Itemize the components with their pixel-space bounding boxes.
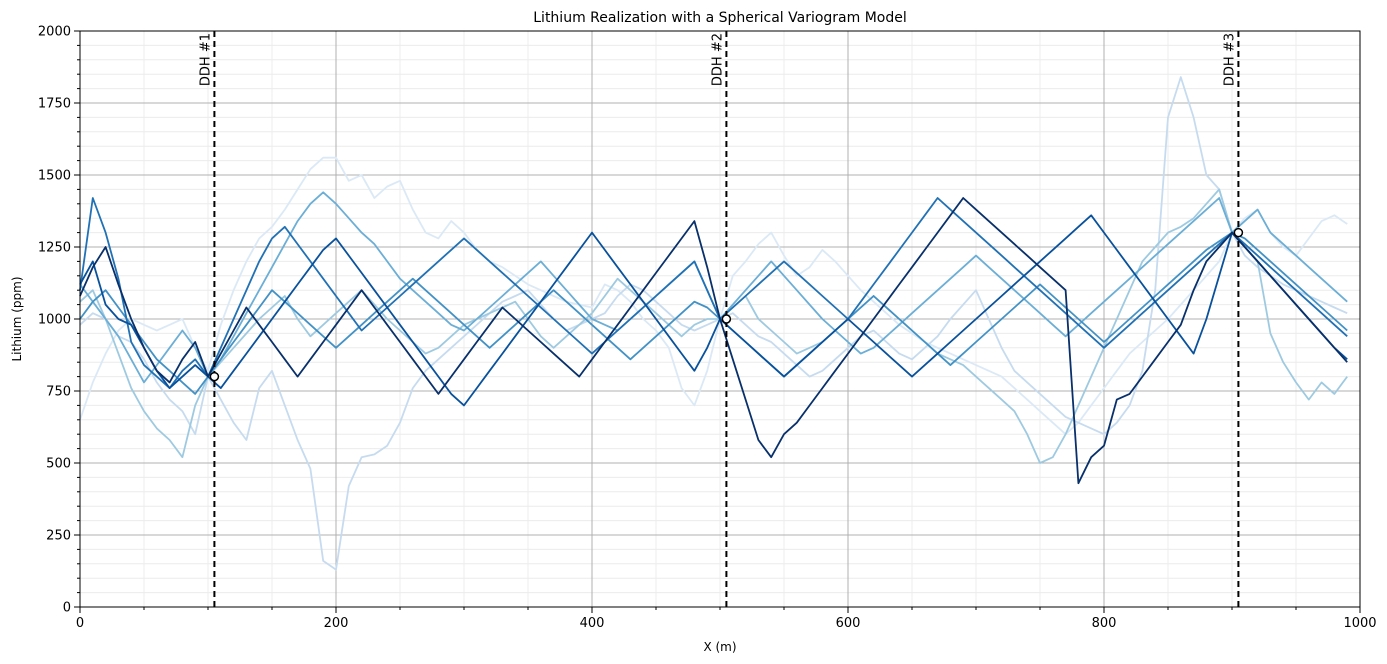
drillhole-marker [1233,227,1244,238]
series-line-8 [79,197,1348,485]
drillhole-layer: DDH #1 DDH #2 DDH #3 [198,31,1244,607]
y-tick-label: 1000 [38,313,71,328]
series-line-1 [79,156,1348,436]
series-line-5 [79,231,1348,395]
y-tick-label: 0 [63,601,71,616]
y-tick-label: 500 [46,457,71,472]
y-tick-label: 1750 [38,97,71,112]
series-line-6 [79,197,1348,390]
chart-title: Lithium Realization with a Spherical Var… [533,10,907,26]
x-tick-label: 800 [1092,616,1117,631]
drillhole-marker [721,314,732,324]
drillhole-marker [209,371,220,382]
series-layer [79,76,1348,571]
y-tick-label: 1500 [38,169,71,184]
y-tick-label: 1250 [38,241,71,256]
y-tick-label: 250 [46,529,71,544]
x-tick-label: 0 [76,616,84,631]
series-line-7 [79,214,1348,407]
drillhole-label: DDH #2 [710,33,725,86]
x-tick-label: 600 [836,616,861,631]
drillhole-label: DDH #1 [198,33,213,86]
y-tick-label: 750 [46,385,71,400]
x-tick-label: 400 [580,616,605,631]
x-axis-label: X (m) [703,640,736,654]
drillhole-label: DDH #3 [1222,33,1237,86]
y-tick-label: 2000 [38,25,71,40]
y-axis: 0 250 500 750 1000 1250 1500 1750 2000 [38,25,80,616]
series-line-2 [79,76,1348,571]
x-axis: 0 200 400 600 800 1000 [76,607,1377,631]
x-tick-label: 200 [324,616,349,631]
x-tick-label: 1000 [1343,616,1376,631]
y-axis-label: Lithium (ppm) [10,276,24,361]
